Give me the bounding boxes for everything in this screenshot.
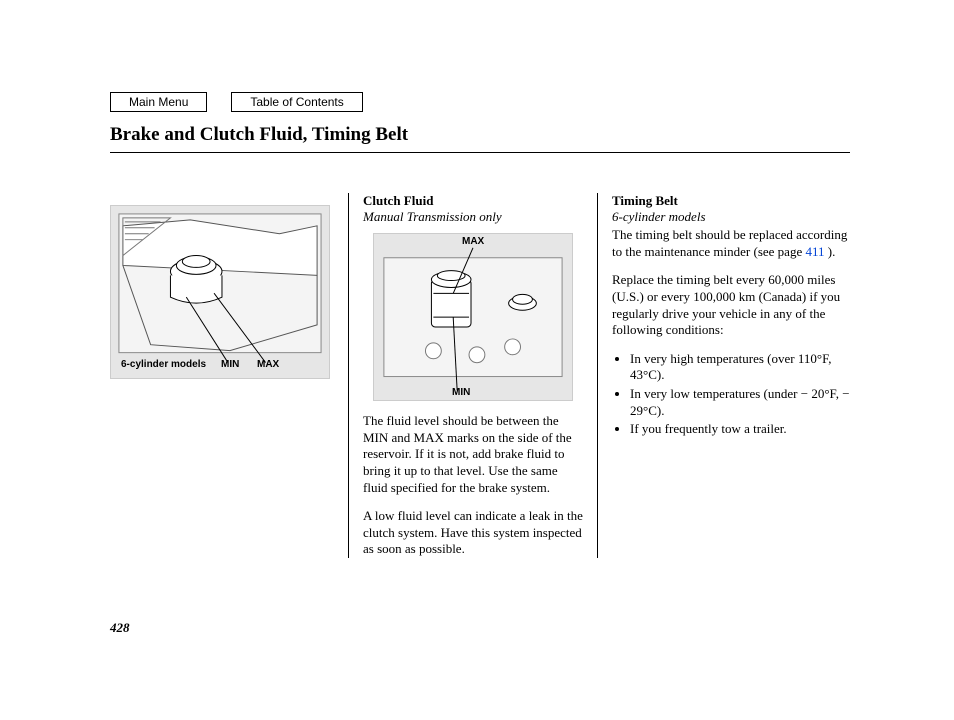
min-label: MIN <box>221 359 239 370</box>
column-2: Clutch Fluid Manual Transmission only <box>348 193 598 558</box>
timing-belt-heading: Timing Belt <box>612 193 850 209</box>
title-rule <box>110 152 850 153</box>
timing-belt-subtitle: 6-cylinder models <box>612 209 850 225</box>
clutch-paragraph-1: The fluid level should be between the MI… <box>363 413 583 496</box>
page-title: Brake and Clutch Fluid, Timing Belt <box>110 124 874 146</box>
clutch-paragraph-2: A low fluid level can indicate a leak in… <box>363 508 583 558</box>
clutch-fluid-heading: Clutch Fluid <box>363 193 583 209</box>
timing-p1-text-b: ). <box>825 244 836 259</box>
top-nav: Main Menu Table of Contents <box>110 92 363 112</box>
manual-page: Main Menu Table of Contents Brake and Cl… <box>0 0 954 720</box>
toc-button[interactable]: Table of Contents <box>231 92 362 112</box>
conditions-list: In very high temperatures (over 110°F, 4… <box>612 351 850 438</box>
clutch-reservoir-diagram: MAX MIN <box>373 233 573 401</box>
min-label: MIN <box>452 387 470 398</box>
max-label: MAX <box>462 236 484 247</box>
page-number: 428 <box>110 620 130 636</box>
diagram-svg <box>111 206 329 378</box>
column-1: 6-cylinder models MIN MAX <box>110 193 348 558</box>
list-item: If you frequently tow a trailer. <box>630 421 850 438</box>
list-item: In very high temperatures (over 110°F, 4… <box>630 351 850 384</box>
content-columns: 6-cylinder models MIN MAX Clutch Fluid M… <box>110 193 850 558</box>
diagram-svg <box>374 234 572 400</box>
list-item: In very low temperatures (under − 20°F, … <box>630 386 850 419</box>
brake-reservoir-diagram: 6-cylinder models MIN MAX <box>110 205 330 379</box>
timing-paragraph-1: The timing belt should be replaced accor… <box>612 227 850 260</box>
diagram-model-label: 6-cylinder models <box>121 359 206 370</box>
column-3: Timing Belt 6-cylinder models The timing… <box>598 193 850 558</box>
timing-paragraph-2: Replace the timing belt every 60,000 mil… <box>612 272 850 339</box>
main-menu-button[interactable]: Main Menu <box>110 92 207 112</box>
page-link-411[interactable]: 411 <box>805 244 824 259</box>
max-label: MAX <box>257 359 279 370</box>
title-bar: Brake and Clutch Fluid, Timing Belt <box>110 124 874 153</box>
clutch-fluid-subtitle: Manual Transmission only <box>363 209 583 225</box>
